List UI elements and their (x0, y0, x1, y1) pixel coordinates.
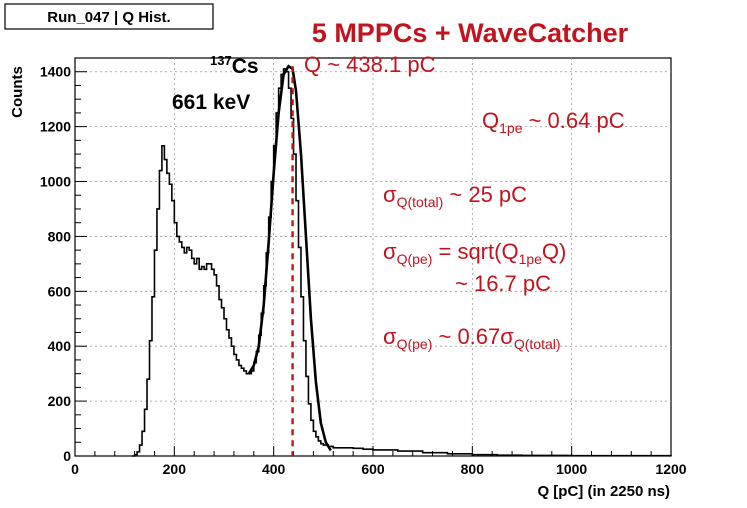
x-tick-label: 400 (262, 461, 286, 477)
q-peak-label: Q ~ 438.1 pC (304, 52, 436, 77)
sigma-pe-eq-sub: 1pe (519, 251, 543, 267)
q1pe-sub: 1pe (499, 120, 523, 136)
y-tick-label: 200 (48, 393, 72, 409)
x-tick-label: 600 (361, 461, 385, 477)
y-tick-label: 1200 (40, 119, 71, 135)
sigma-total-value: ~ 25 pC (443, 182, 527, 207)
ratio-sub2: Q(total) (514, 336, 561, 352)
y-tick-label: 1000 (40, 174, 71, 190)
sigma-total-label: σQ(total) ~ 25 pC (383, 182, 527, 210)
axis-ticks (74, 57, 672, 457)
q1pe-label: Q1pe ~ 0.64 pC (482, 108, 625, 136)
sigma-pe-sub: Q(pe) (397, 251, 433, 267)
q1pe-main: Q (482, 108, 499, 133)
y-tick-label: 400 (48, 338, 72, 354)
x-tick-label: 1000 (556, 461, 587, 477)
sigma-pe-eq-end: Q) (542, 239, 566, 264)
gaussian-fit-curve (247, 64, 332, 452)
grid-lines (75, 58, 671, 456)
sigma-pe-value: ~ 16.7 pC (455, 271, 551, 296)
q1pe-value: ~ 0.64 pC (522, 108, 624, 133)
sigma-pe-label: σQ(pe) = sqrt(Q1peQ) (383, 239, 566, 267)
x-tick-label: 800 (461, 461, 485, 477)
ratio-label: σQ(pe) ~ 0.67σQ(total) (383, 324, 561, 352)
sigma-total-sub: Q(total) (397, 194, 444, 210)
tick-labels: 0 200 400 600 800 1000 1200 0 200 400 600 800 1000 12… (40, 64, 687, 477)
energy-label: 661 keV (172, 91, 250, 114)
y-tick-label: 1400 (40, 64, 71, 80)
ratio-mid: ~ 0.67σ (432, 324, 514, 349)
x-tick-label: 0 (71, 461, 79, 477)
chart-title: 5 MPPCs + WaveCatcher (312, 18, 629, 48)
ratio-sub: Q(pe) (397, 336, 433, 352)
run-label-box: Run_047 | Q Hist. (4, 3, 214, 30)
x-tick-label: 1200 (655, 461, 686, 477)
isotope-mass: 137 (210, 53, 232, 68)
histogram-series (132, 68, 672, 457)
x-tick-label: 200 (163, 461, 187, 477)
sigma-pe-eq: = sqrt(Q (432, 239, 518, 264)
run-label: Run_047 | Q Hist. (47, 9, 170, 26)
sigma-total-main: σ (383, 182, 397, 207)
y-tick-label: 0 (63, 448, 71, 464)
x-axis-label: Q [pC] (in 2250 ns) (537, 483, 670, 500)
y-axis-label: Counts (9, 66, 26, 118)
sigma-pe-main: σ (383, 239, 397, 264)
ratio-main: σ (383, 324, 397, 349)
isotope-label: 137Cs (210, 53, 259, 78)
y-tick-label: 800 (48, 228, 72, 244)
y-tick-label: 600 (48, 283, 72, 299)
isotope-symbol: Cs (232, 55, 259, 78)
